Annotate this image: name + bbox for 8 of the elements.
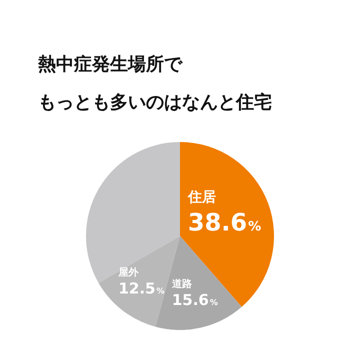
chart-title: 熱中症発生場所で [38, 53, 184, 77]
slice-label: 屋外 [117, 266, 140, 278]
slice-label: 道路 [170, 278, 192, 290]
data-label: 38.6% [188, 208, 262, 236]
slice-label: 住居 [186, 190, 216, 206]
chart-subtitle: もっとも多いのはなんと住宅 [38, 91, 272, 115]
data-label: 15.6% [172, 291, 218, 310]
data-label: 12.5% [118, 279, 164, 298]
